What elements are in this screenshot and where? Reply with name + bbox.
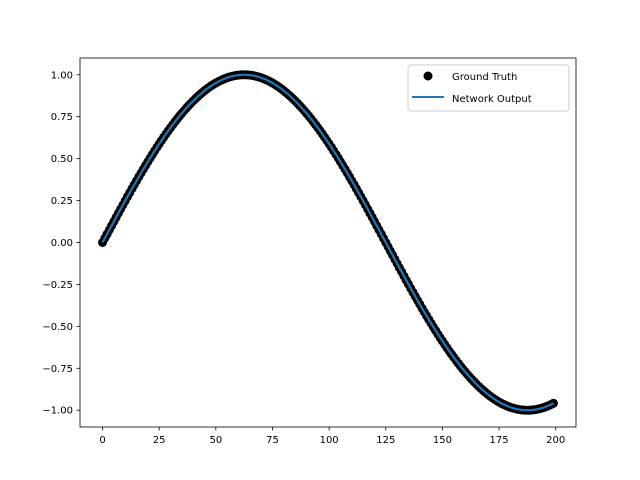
legend-network-output-label: Network Output [452, 94, 532, 105]
y-tick-label: −0.75 [42, 364, 73, 375]
x-tick-label: 0 [99, 435, 105, 446]
y-tick-label: 0.75 [51, 112, 73, 123]
x-tick-label: 200 [546, 435, 565, 446]
x-tick-label: 75 [266, 435, 279, 446]
y-tick-label: 0.50 [51, 154, 73, 165]
legend: Ground Truth Network Output [407, 64, 570, 112]
y-tick-label: −0.50 [42, 322, 73, 333]
legend-ground-truth-label: Ground Truth [452, 72, 517, 83]
legend-ground-truth-marker [423, 71, 433, 81]
network-output-series [101, 73, 554, 412]
x-tick-label: 125 [376, 435, 395, 446]
legend-box [407, 64, 570, 112]
y-axis: 1.00 0.75 0.50 0.25 0.00 −0.25 −0.50 −0.75 −1.00 [42, 70, 80, 417]
y-tick-label: 0.00 [51, 238, 73, 249]
plot-area [80, 58, 576, 427]
x-tick-label: 50 [209, 435, 222, 446]
x-tick-label: 25 [153, 435, 166, 446]
y-tick-label: 1.00 [51, 70, 73, 81]
y-tick-label: −1.00 [42, 406, 73, 417]
x-tick-label: 175 [490, 435, 509, 446]
x-tick-label: 100 [320, 435, 339, 446]
y-tick-label: −0.25 [42, 280, 73, 291]
y-tick-label: 0.25 [51, 196, 73, 207]
x-axis: 0 25 50 75 100 125 150 175 200 [99, 427, 565, 446]
x-tick-label: 150 [433, 435, 452, 446]
network-output-line [101, 73, 554, 412]
